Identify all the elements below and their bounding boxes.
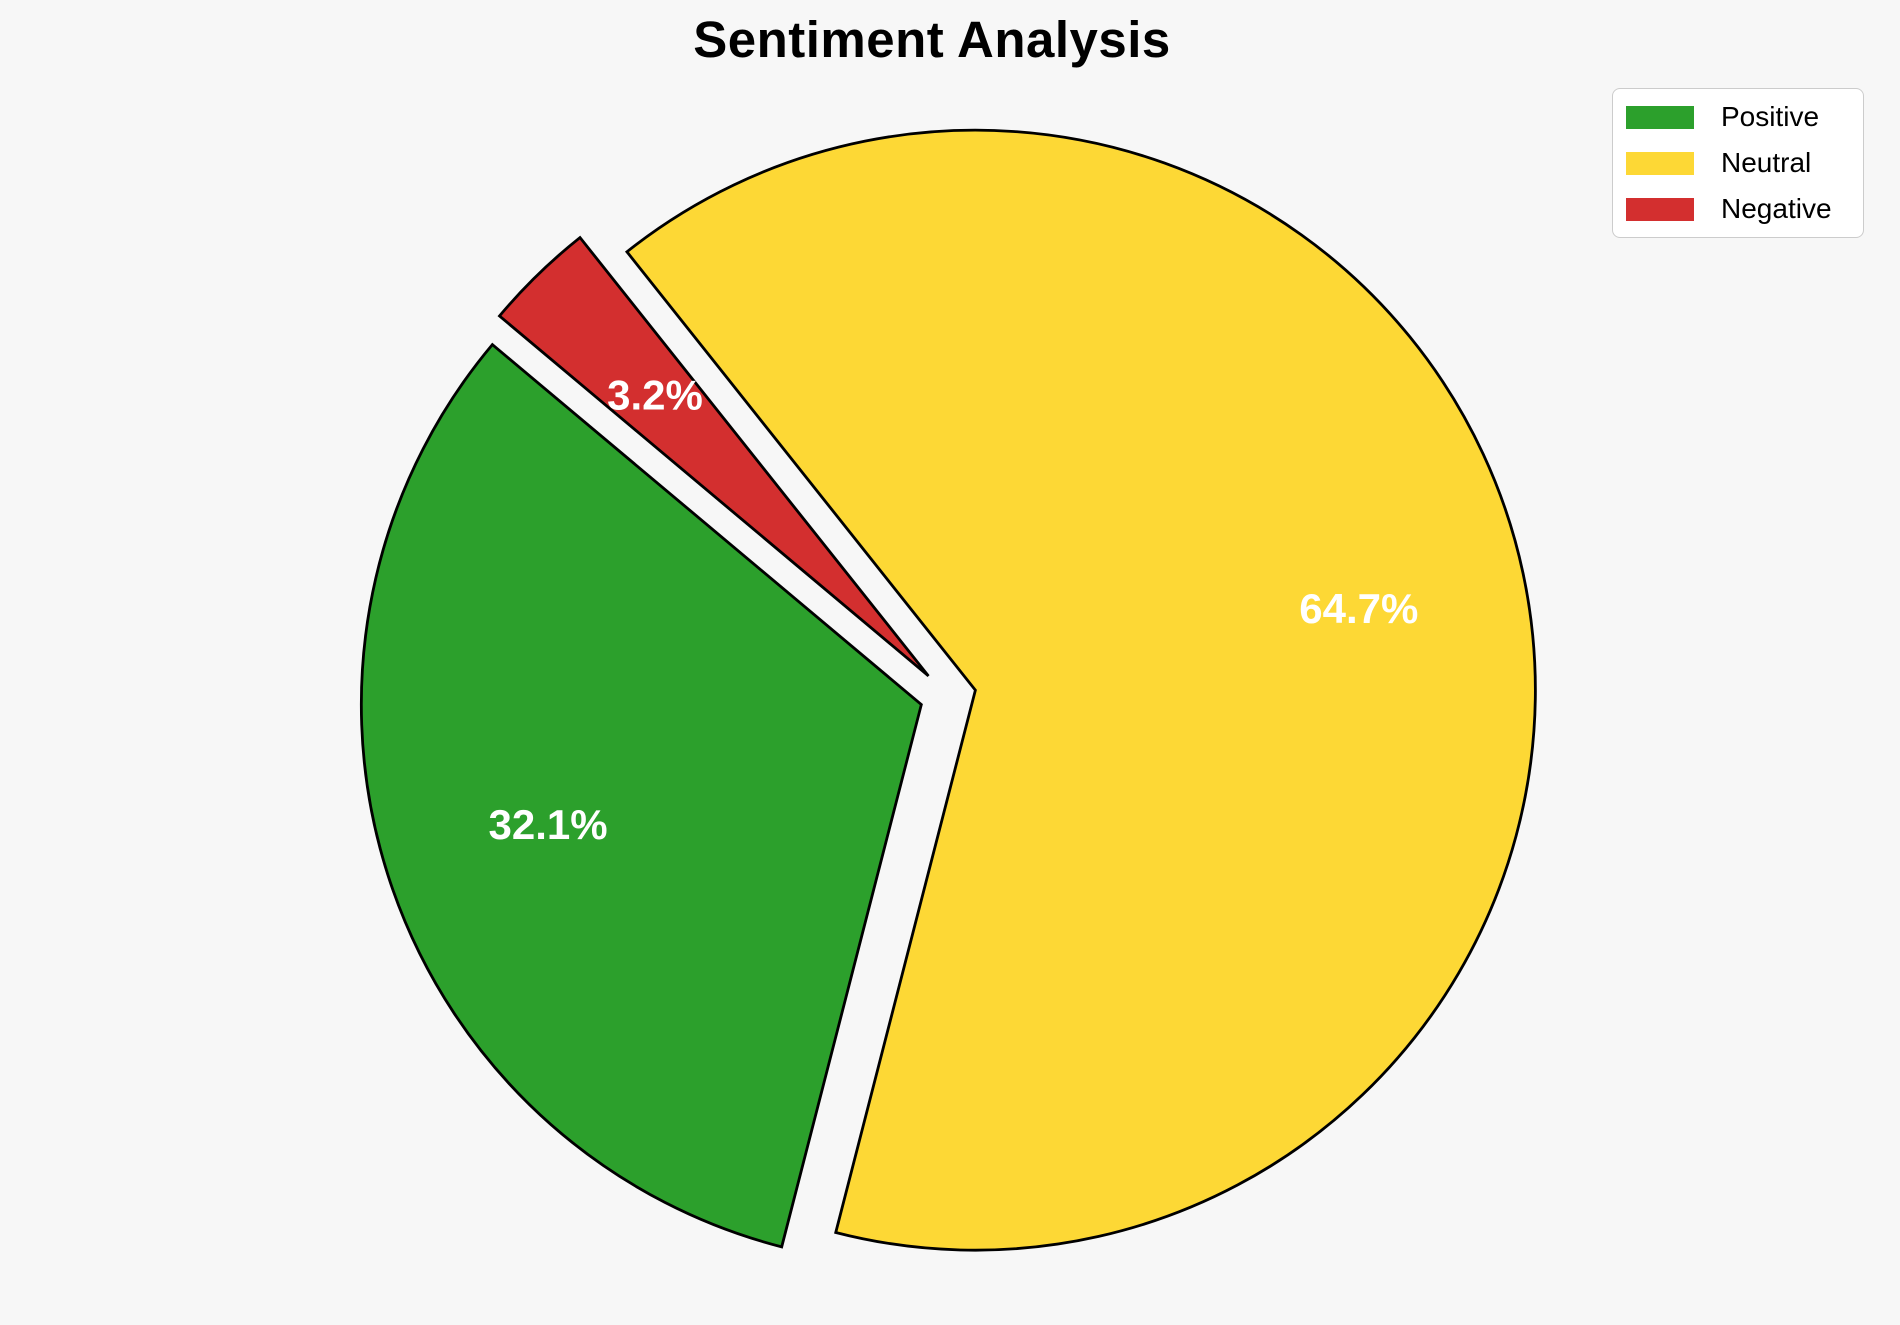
legend-swatch-positive bbox=[1626, 105, 1694, 129]
legend-item-positive: Positive bbox=[1626, 101, 1849, 133]
legend-label-neutral: Neutral bbox=[1721, 147, 1812, 178]
pie-slice-positive bbox=[359, 342, 923, 1249]
legend: Positive Neutral Negative bbox=[1612, 88, 1864, 238]
legend-label-negative: Negative bbox=[1721, 193, 1832, 224]
pie-slice-negative bbox=[497, 235, 930, 678]
chart-title: Sentiment Analysis bbox=[693, 11, 1171, 68]
legend-label-positive: Positive bbox=[1721, 101, 1820, 132]
legend-item-neutral: Neutral bbox=[1626, 147, 1849, 179]
legend-item-negative: Negative bbox=[1626, 193, 1849, 225]
legend-swatch-negative bbox=[1626, 197, 1694, 221]
pie-pct-label-positive: 32.1% bbox=[489, 801, 608, 848]
legend-swatch-neutral bbox=[1626, 151, 1694, 175]
pie-slice-neutral bbox=[624, 128, 1537, 1252]
pie-pct-label-neutral: 64.7% bbox=[1299, 585, 1418, 632]
pie-pct-label-negative: 3.2% bbox=[607, 372, 703, 419]
